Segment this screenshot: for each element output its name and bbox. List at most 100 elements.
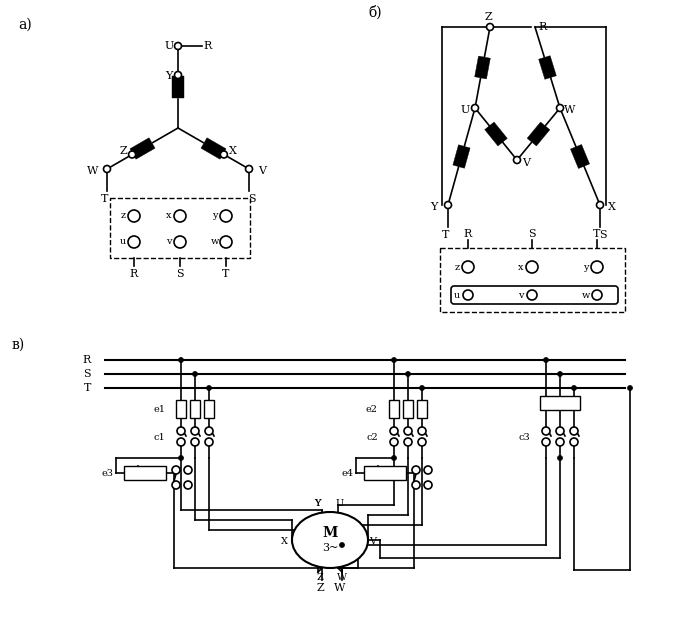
- Text: u: u: [120, 237, 126, 247]
- Text: x: x: [166, 211, 171, 221]
- Circle shape: [207, 386, 211, 391]
- Circle shape: [527, 290, 537, 300]
- Bar: [417, 400, 427, 418]
- Bar: [389, 400, 399, 418]
- Circle shape: [418, 438, 426, 446]
- Circle shape: [463, 290, 473, 300]
- Text: y: y: [212, 211, 218, 221]
- Circle shape: [404, 438, 412, 446]
- Bar: [540, 396, 580, 410]
- Text: Y: Y: [314, 499, 320, 509]
- Circle shape: [412, 466, 420, 474]
- Text: c1: c1: [153, 433, 165, 441]
- Text: U: U: [336, 499, 344, 509]
- Polygon shape: [130, 138, 155, 159]
- Text: M: M: [323, 526, 338, 540]
- Circle shape: [174, 210, 186, 222]
- Text: Z: Z: [316, 583, 324, 593]
- Polygon shape: [570, 145, 589, 169]
- Circle shape: [221, 151, 227, 158]
- Text: R: R: [464, 229, 472, 239]
- Text: Y: Y: [314, 499, 320, 509]
- Circle shape: [174, 236, 186, 248]
- Circle shape: [129, 151, 136, 158]
- Text: S: S: [176, 269, 184, 279]
- Circle shape: [418, 427, 426, 435]
- Text: в): в): [12, 338, 25, 352]
- Circle shape: [178, 357, 184, 363]
- Text: R: R: [204, 41, 212, 51]
- Circle shape: [103, 166, 111, 172]
- Text: R: R: [83, 355, 91, 365]
- Text: w: w: [211, 237, 219, 247]
- Polygon shape: [453, 145, 470, 168]
- Circle shape: [628, 386, 632, 391]
- Polygon shape: [485, 122, 508, 146]
- Text: S: S: [248, 194, 256, 204]
- Text: б): б): [368, 6, 381, 20]
- Polygon shape: [201, 138, 226, 159]
- Text: Z: Z: [317, 572, 323, 582]
- Text: c3: c3: [518, 433, 530, 441]
- Text: z: z: [120, 211, 126, 221]
- Text: e4: e4: [342, 468, 354, 478]
- Circle shape: [556, 438, 564, 446]
- Circle shape: [178, 455, 184, 460]
- Text: T: T: [84, 383, 91, 393]
- Text: а): а): [18, 18, 32, 32]
- Text: u: u: [454, 290, 460, 300]
- Circle shape: [175, 72, 182, 78]
- Bar: [440, 248, 625, 312]
- Circle shape: [172, 481, 180, 489]
- Circle shape: [556, 104, 564, 111]
- Text: T: T: [442, 230, 450, 240]
- Text: X: X: [229, 146, 237, 156]
- Text: y: y: [583, 263, 589, 271]
- Text: W: W: [337, 572, 347, 582]
- Circle shape: [412, 481, 420, 489]
- Polygon shape: [475, 56, 490, 79]
- Circle shape: [128, 210, 140, 222]
- Circle shape: [246, 166, 252, 172]
- Polygon shape: [539, 56, 556, 79]
- Circle shape: [191, 427, 199, 435]
- Circle shape: [558, 455, 562, 460]
- Bar: [176, 400, 186, 418]
- Text: W: W: [87, 166, 99, 176]
- Ellipse shape: [292, 512, 368, 568]
- Circle shape: [192, 371, 198, 376]
- Text: W: W: [564, 105, 576, 115]
- Text: S: S: [84, 369, 91, 379]
- Text: V: V: [369, 538, 377, 546]
- Bar: [364, 466, 406, 480]
- Circle shape: [558, 371, 562, 376]
- Text: e2: e2: [366, 405, 378, 413]
- Circle shape: [445, 201, 452, 208]
- Bar: [124, 466, 166, 480]
- Bar: [403, 400, 413, 418]
- Circle shape: [390, 438, 398, 446]
- Circle shape: [205, 438, 213, 446]
- Text: X: X: [281, 538, 288, 546]
- Circle shape: [543, 357, 549, 363]
- Circle shape: [390, 427, 398, 435]
- Bar: [204, 400, 214, 418]
- Circle shape: [184, 466, 192, 474]
- Circle shape: [570, 427, 578, 435]
- Text: V: V: [522, 158, 530, 168]
- Circle shape: [205, 427, 213, 435]
- Circle shape: [406, 371, 410, 376]
- Circle shape: [570, 438, 578, 446]
- Text: w: w: [582, 290, 590, 300]
- Circle shape: [220, 236, 232, 248]
- Circle shape: [172, 466, 180, 474]
- Text: Z: Z: [119, 146, 127, 156]
- Circle shape: [556, 427, 564, 435]
- Circle shape: [526, 261, 538, 273]
- Text: z: z: [454, 263, 460, 271]
- Circle shape: [424, 481, 432, 489]
- Circle shape: [191, 438, 199, 446]
- Text: R: R: [539, 22, 547, 32]
- Circle shape: [392, 455, 396, 460]
- Polygon shape: [172, 76, 184, 98]
